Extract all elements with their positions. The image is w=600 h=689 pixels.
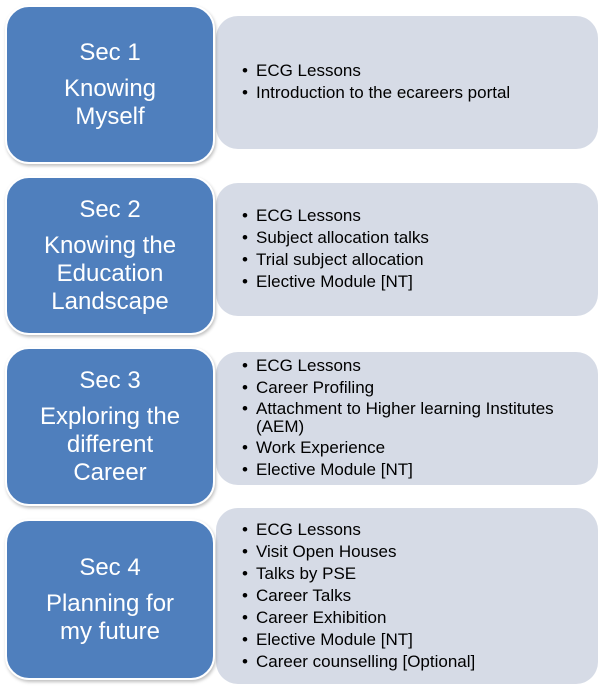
activity-text: Visit Open Houses	[256, 541, 397, 561]
list-item: • Career Talks	[242, 585, 352, 605]
list-item: • Work Experience	[242, 438, 386, 457]
section-2-card: Sec 2 Knowing the Education Landscape	[5, 176, 215, 335]
section-2-activities-panel: • ECG Lessons • Subject allocation talks •…	[216, 183, 598, 316]
list-item: • Attachment to Higher learning Institute…	[242, 399, 554, 436]
section-3-activities-panel: • ECG Lessons • Career Profiling • Attachme…	[216, 352, 598, 485]
list-item: • Talks by PSE	[242, 563, 357, 583]
section-3-activity-list: • ECG Lessons • Career Profiling • Attachme…	[242, 355, 598, 482]
activity-text: Career Exhibition	[256, 607, 387, 627]
list-item: • ECG Lessons	[242, 356, 361, 375]
activity-text: Elective Module [NT]	[256, 460, 413, 479]
list-item: • Visit Open Houses	[242, 541, 397, 561]
activity-text: ECG Lessons	[256, 356, 361, 375]
activity-text: Introduction to the ecareers portal	[256, 83, 511, 102]
activity-text: ECG Lessons	[256, 519, 361, 539]
activity-text: Career Talks	[256, 585, 352, 605]
list-item: • Elective Module [NT]	[242, 629, 413, 649]
activity-text: Elective Module [NT]	[256, 629, 413, 649]
section-4-activity-list: • ECG Lessons • Visit Open Houses • Talks b…	[242, 519, 598, 674]
section-3-card: Sec 3 Exploring the different Career	[5, 347, 215, 506]
list-item: • Elective Module [NT]	[242, 272, 413, 291]
section-1-label: Sec 1	[79, 38, 141, 66]
activity-text: Talks by PSE	[256, 563, 357, 583]
activity-text: Career counselling [Optional]	[256, 651, 476, 671]
activity-text: ECG Lessons	[256, 206, 361, 225]
section-2-label: Sec 2	[79, 195, 141, 223]
activity-text: ECG Lessons	[256, 61, 361, 80]
list-item: • Career Profiling	[242, 378, 375, 397]
section-2-title: Knowing the Education Landscape	[43, 231, 177, 315]
list-item: • Introduction to the ecareers portal	[242, 83, 511, 102]
section-3-label: Sec 3	[79, 366, 141, 394]
list-item: • ECG Lessons	[242, 61, 361, 80]
list-item: • Subject allocation talks	[242, 228, 429, 247]
section-1-title: Knowing Myself	[63, 74, 157, 130]
list-item: • ECG Lessons	[242, 206, 361, 225]
list-item: • Career Exhibition	[242, 607, 387, 627]
list-item: • Trial subject allocation	[242, 250, 424, 269]
list-item: • Career counselling [Optional]	[242, 651, 476, 671]
activity-text: Career Profiling	[256, 378, 375, 397]
activity-text: Elective Module [NT]	[256, 272, 413, 291]
section-4-card: Sec 4 Planning for my future	[5, 519, 215, 680]
activity-text: Work Experience	[256, 438, 386, 457]
section-4-label: Sec 4	[79, 553, 141, 581]
section-1-activities-panel: • ECG Lessons • Introduction to the ecaree…	[216, 16, 598, 149]
section-2-activity-list: • ECG Lessons • Subject allocation talks •…	[242, 205, 598, 294]
list-item: • ECG Lessons	[242, 519, 361, 539]
activity-text: Subject allocation talks	[256, 228, 429, 247]
activity-text: Attachment to Higher learning Institutes…	[256, 399, 554, 436]
section-4-title: Planning for my future	[45, 589, 175, 645]
section-1-card: Sec 1 Knowing Myself	[5, 5, 215, 164]
section-4-activities-panel: • ECG Lessons • Visit Open Houses • Talks b…	[216, 508, 598, 684]
list-item: • Elective Module [NT]	[242, 460, 413, 479]
section-1-activity-list: • ECG Lessons • Introduction to the ecaree…	[242, 60, 598, 105]
activity-text: Trial subject allocation	[256, 250, 424, 269]
section-3-title: Exploring the different Career	[39, 402, 181, 486]
